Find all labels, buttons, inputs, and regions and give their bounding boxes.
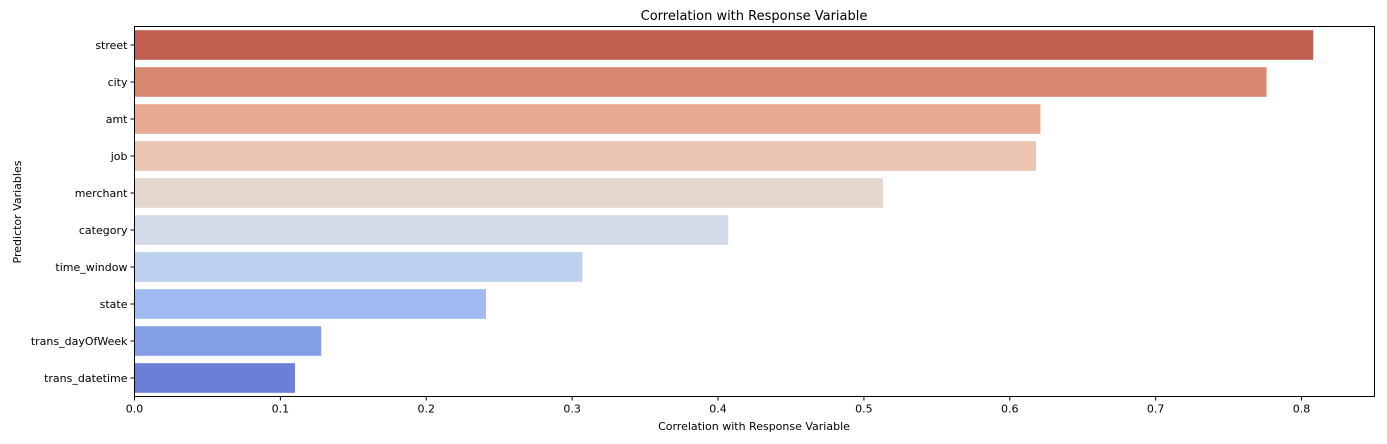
chart-title: Correlation with Response Variable xyxy=(641,9,868,24)
bar-amt xyxy=(134,104,1041,134)
x-tick-label: 0.8 xyxy=(1293,403,1311,416)
y-tick-label: merchant xyxy=(75,187,128,200)
plot-area: street city amt job merchant category time_win… xyxy=(31,30,1314,416)
bar-city xyxy=(134,67,1267,97)
y-axis-label: Predictor Variables xyxy=(11,160,24,263)
x-tick-label: 0.6 xyxy=(1001,403,1019,416)
plot-frame xyxy=(134,26,1375,397)
bar-trans_datetime xyxy=(134,363,295,393)
bar-merchant xyxy=(134,178,883,208)
x-tick-label: 0.3 xyxy=(563,403,581,416)
bar-job xyxy=(134,141,1037,171)
y-tick-label: state xyxy=(100,298,128,311)
y-tick-label: time_window xyxy=(55,261,127,274)
y-tick-label: street xyxy=(95,39,128,52)
y-tick-label: job xyxy=(110,150,128,163)
x-tick-label: 0.7 xyxy=(1147,403,1165,416)
y-tick-label: amt xyxy=(106,113,128,126)
x-tick-label: 0.0 xyxy=(126,403,144,416)
x-axis-label: Correlation with Response Variable xyxy=(658,420,850,433)
y-tick-label: trans_dayOfWeek xyxy=(31,335,128,348)
x-tick-label: 0.2 xyxy=(418,403,436,416)
bar-trans_dayOfWeek xyxy=(134,326,322,356)
bar-state xyxy=(134,289,487,319)
bar-street xyxy=(134,30,1314,60)
bar-time_window xyxy=(134,252,583,282)
y-tick-label: category xyxy=(79,224,128,237)
y-tick-label: city xyxy=(108,76,128,89)
y-tick-label: trans_datetime xyxy=(44,372,128,385)
x-tick-label: 0.4 xyxy=(709,403,727,416)
x-tick-label: 0.5 xyxy=(855,403,873,416)
x-tick-label: 0.1 xyxy=(272,403,290,416)
bar-category xyxy=(134,215,729,245)
